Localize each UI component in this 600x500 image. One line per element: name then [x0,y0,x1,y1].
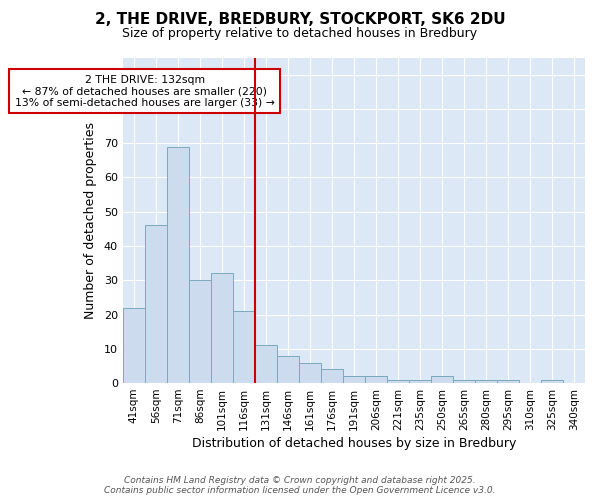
Bar [475,380,497,383]
Bar [321,370,343,383]
Bar [189,280,211,383]
Bar [497,380,519,383]
Text: Contains HM Land Registry data © Crown copyright and database right 2025.
Contai: Contains HM Land Registry data © Crown c… [104,476,496,495]
Bar [299,362,321,383]
Bar [409,380,431,383]
Text: Size of property relative to detached houses in Bredbury: Size of property relative to detached ho… [122,28,478,40]
Bar [453,380,475,383]
Bar [233,311,255,383]
Bar [167,146,189,383]
Bar [541,380,563,383]
Bar [343,376,365,383]
Text: 2, THE DRIVE, BREDBURY, STOCKPORT, SK6 2DU: 2, THE DRIVE, BREDBURY, STOCKPORT, SK6 2… [95,12,505,28]
Text: 2 THE DRIVE: 132sqm
← 87% of detached houses are smaller (220)
13% of semi-detac: 2 THE DRIVE: 132sqm ← 87% of detached ho… [15,74,275,108]
Bar [211,274,233,383]
Y-axis label: Number of detached properties: Number of detached properties [84,122,97,319]
X-axis label: Distribution of detached houses by size in Bredbury: Distribution of detached houses by size … [192,437,516,450]
Bar [387,380,409,383]
Bar [277,356,299,383]
Bar [255,346,277,383]
Bar [123,308,145,383]
Bar [365,376,387,383]
Bar [431,376,453,383]
Bar [145,226,167,383]
